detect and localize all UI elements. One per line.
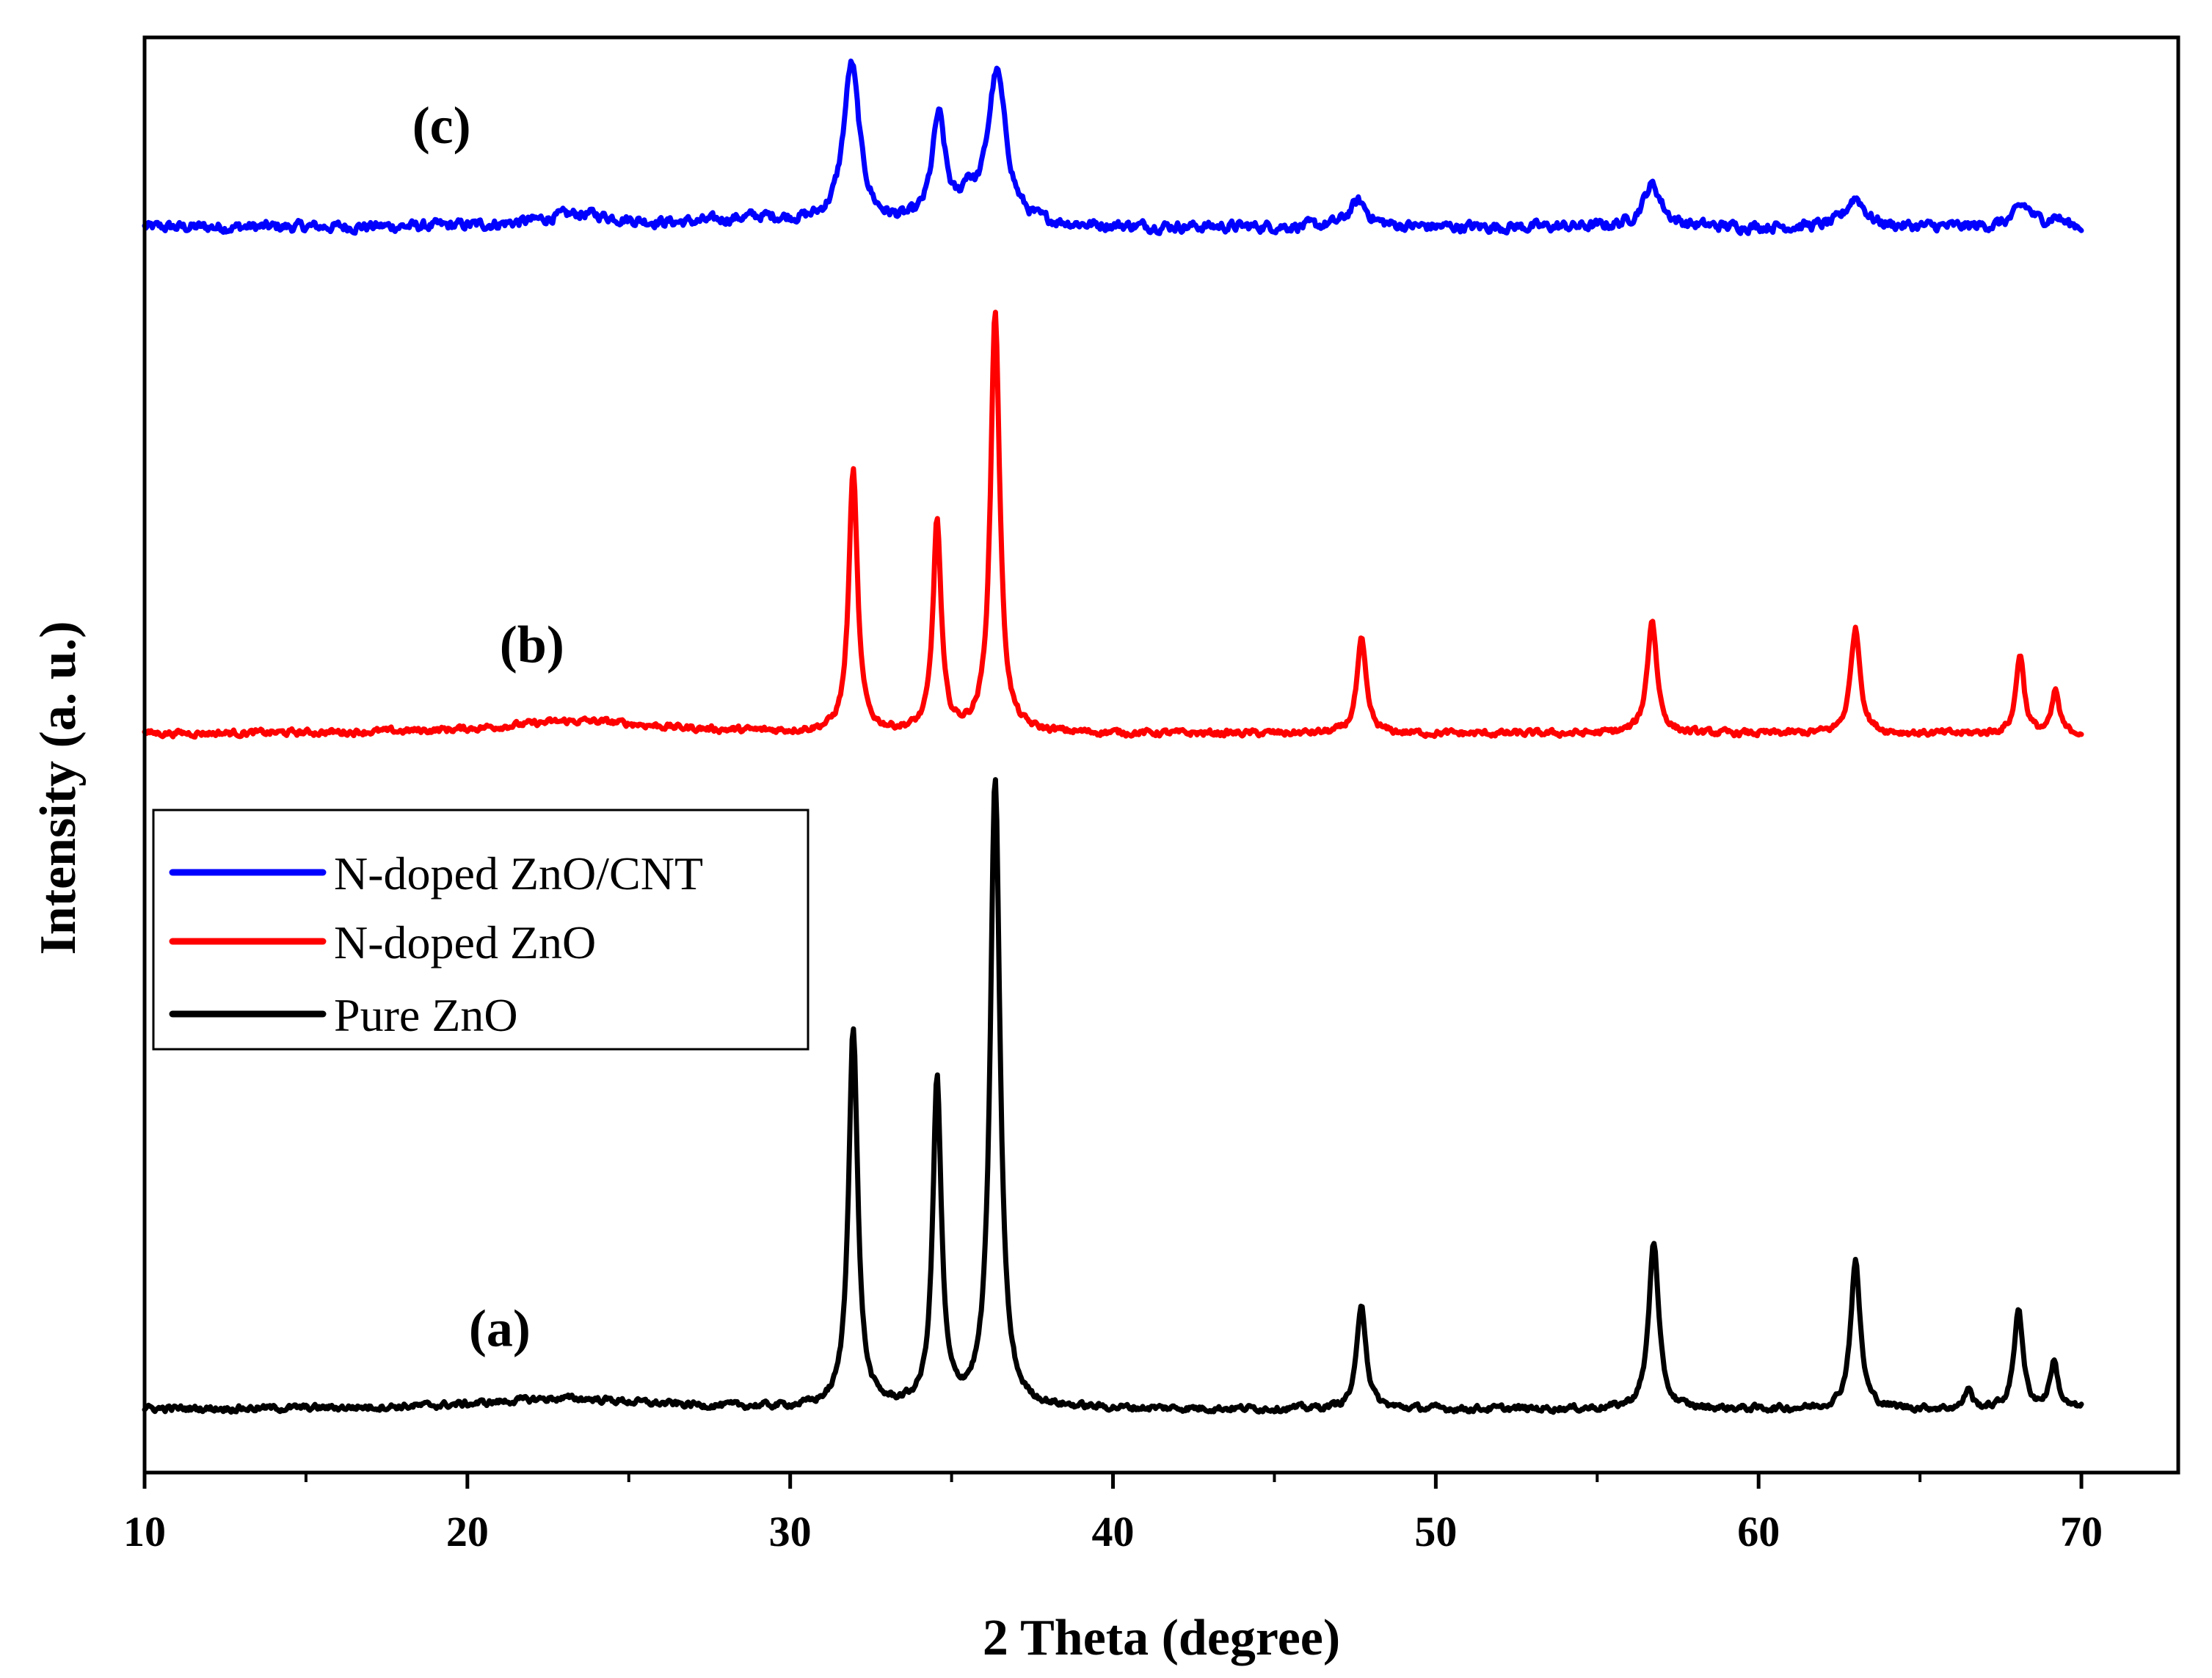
legend: N-doped ZnO/CNT N-doped ZnO Pure ZnO [152, 809, 810, 1051]
legend-label-2: N-doped ZnO [334, 916, 596, 969]
x-tick-label: 30 [769, 1508, 812, 1555]
legend-label-3: Pure ZnO [334, 989, 518, 1041]
x-axis-ticks: 10 20 30 40 50 60 70 [123, 1473, 2103, 1555]
series-line-3 [142, 777, 2084, 1415]
series-line-1 [142, 58, 2084, 236]
x-axis-title: 2 Theta (degree) [983, 1610, 1340, 1666]
curve-label-3: (a) [469, 1299, 531, 1357]
plot-frame [142, 35, 2180, 1475]
curve-label-2: (b) [500, 615, 564, 674]
y-axis-title: Intensity (a. u.) [30, 621, 87, 955]
x-tick-label: 60 [1737, 1508, 1780, 1555]
curve-label-1: (c) [412, 96, 471, 155]
x-tick-label: 20 [446, 1508, 489, 1555]
x-tick-label: 10 [123, 1508, 166, 1555]
x-tick-label: 50 [1414, 1508, 1457, 1555]
x-tick-label: 70 [2060, 1508, 2103, 1555]
x-tick-label: 40 [1092, 1508, 1135, 1555]
series-line-2 [142, 310, 2084, 740]
curve-labels: (c) (b) (a) [412, 96, 564, 1358]
legend-box [152, 809, 810, 1051]
legend-label-1: N-doped ZnO/CNT [334, 847, 703, 900]
data-curves [142, 58, 2084, 1415]
